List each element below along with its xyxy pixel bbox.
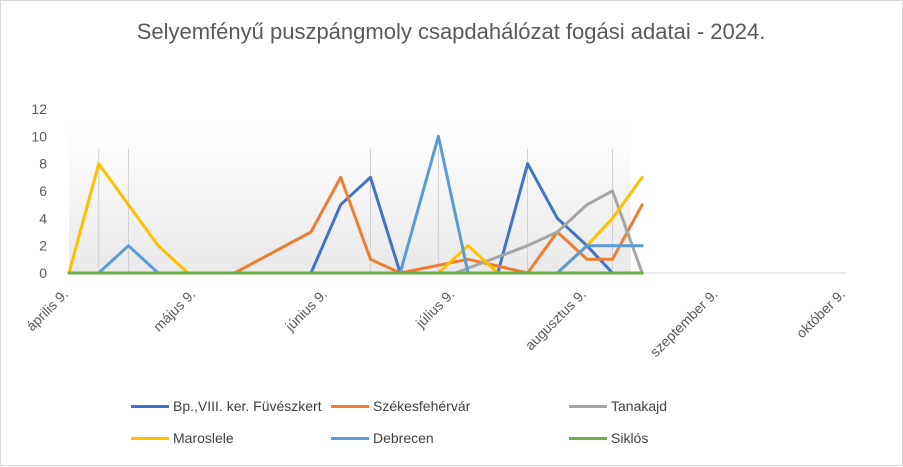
series-line — [453, 189, 644, 275]
y-tick-label: 2 — [39, 238, 47, 254]
legend-label: Bp.,VIII. ker. Füvészkert — [173, 398, 322, 414]
series-line — [97, 134, 644, 275]
legend-item: Bp.,VIII. ker. Füvészkert — [131, 398, 322, 414]
x-tick-label: június 9. — [281, 286, 330, 335]
legend-item: Székesfehérvár — [331, 398, 470, 414]
x-tick-label: május 9. — [150, 286, 199, 335]
legend-swatch — [131, 404, 169, 408]
legend-item: Maroslele — [131, 430, 234, 446]
legend-label: Debrecen — [373, 430, 434, 446]
legend-label: Székesfehérvár — [373, 398, 471, 414]
y-tick-label: 0 — [39, 265, 47, 281]
series-line — [233, 175, 644, 275]
legend-swatch — [331, 404, 369, 408]
legend-swatch — [569, 436, 607, 440]
chart-title: Selyemfényű puszpángmoly csapdahálózat f… — [136, 19, 766, 44]
y-tick-label: 6 — [39, 183, 47, 199]
legend-label: Tanakajd — [611, 398, 668, 414]
legend-swatch — [131, 436, 169, 440]
y-tick-label: 12 — [31, 101, 47, 117]
legend-swatch — [331, 436, 369, 440]
legend-label: Siklós — [611, 430, 649, 446]
legend-label: Maroslele — [173, 430, 234, 446]
y-tick-label: 10 — [31, 128, 47, 144]
x-tick-label: szeptember 9. — [647, 286, 721, 360]
x-tick-label: október 9. — [793, 286, 848, 341]
legend-item: Tanakajd — [569, 398, 667, 414]
x-tick-label: augusztus 9. — [522, 286, 589, 353]
legend-swatch — [569, 404, 607, 408]
y-tick-label: 4 — [39, 210, 47, 226]
x-tick-label: július 9. — [412, 286, 458, 332]
y-tick-label: 8 — [39, 156, 47, 172]
legend-item: Debrecen — [331, 430, 434, 446]
x-tick-label: április 9. — [23, 286, 71, 334]
legend-item: Siklós — [569, 430, 648, 446]
